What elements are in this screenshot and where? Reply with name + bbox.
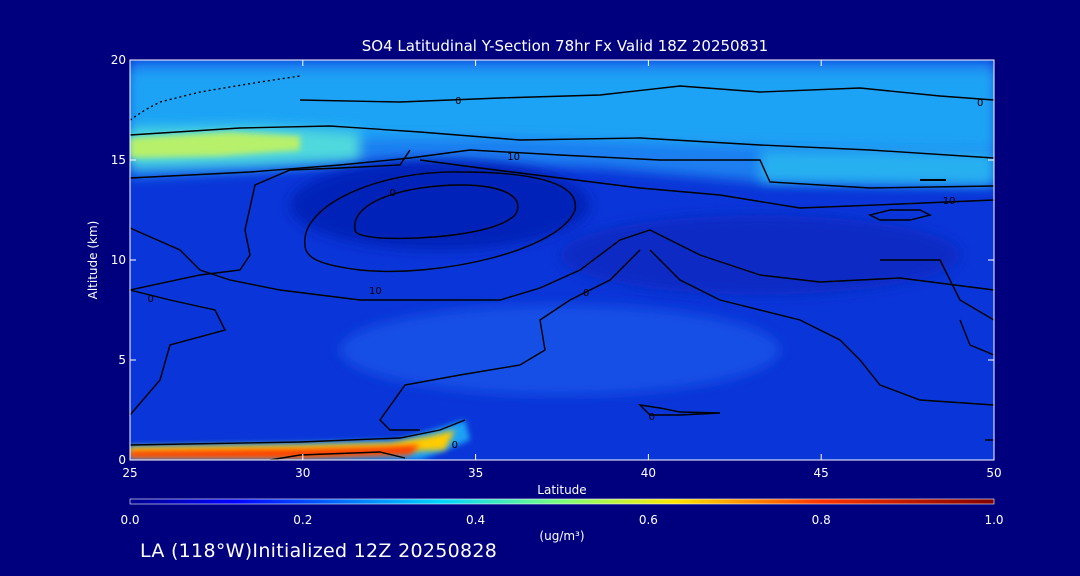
y-tick-label: 0 xyxy=(118,453,126,467)
contour-label: 0 xyxy=(452,440,458,451)
contour-label: 0 xyxy=(148,294,154,305)
x-tick-label: 25 xyxy=(122,466,137,480)
contour-label: 0 xyxy=(389,188,395,199)
contour-lines xyxy=(130,75,994,460)
contour-label: 0 xyxy=(583,288,589,299)
contour-label: 10 xyxy=(943,196,956,207)
contour-label: 10 xyxy=(507,152,520,163)
colorbar-tick-label: 0.8 xyxy=(812,513,831,527)
colorbar-tick-label: 0.6 xyxy=(639,513,658,527)
run-info: LA (118°W)Initialized 12Z 20250828 xyxy=(140,540,498,562)
y-tick-label: 5 xyxy=(118,353,126,367)
x-tick-label: 30 xyxy=(295,466,310,480)
concentration-field: 0 0 0 0 10 0 10 0 0 10 xyxy=(130,60,994,460)
colorbar-tick-label: 0.0 xyxy=(120,513,139,527)
y-tick-label: 20 xyxy=(111,53,126,67)
y-tick-label: 10 xyxy=(111,253,126,267)
x-tick-label: 40 xyxy=(641,466,656,480)
contour-label: 10 xyxy=(369,286,382,297)
colorbar-tick-label: 1.0 xyxy=(984,513,1003,527)
colorbar-tick-label: 0.4 xyxy=(466,513,485,527)
x-tick-label: 35 xyxy=(468,466,483,480)
contour-label: 0 xyxy=(649,412,655,423)
y-axis-label: Altitude (km) xyxy=(86,221,100,300)
x-tick-label: 45 xyxy=(814,466,829,480)
chart-title: SO4 Latitudinal Y-Section 78hr Fx Valid … xyxy=(362,37,768,55)
colorbar xyxy=(129,498,995,505)
y-tick-label: 15 xyxy=(111,153,126,167)
colorbar-tick-label: 0.2 xyxy=(293,513,312,527)
colorbar-label: (ug/m³) xyxy=(539,529,584,543)
x-axis-label: Latitude xyxy=(537,483,586,497)
contour-label: 0 xyxy=(455,96,461,107)
x-tick-label: 50 xyxy=(986,466,1001,480)
contour-label: 0 xyxy=(977,98,983,109)
